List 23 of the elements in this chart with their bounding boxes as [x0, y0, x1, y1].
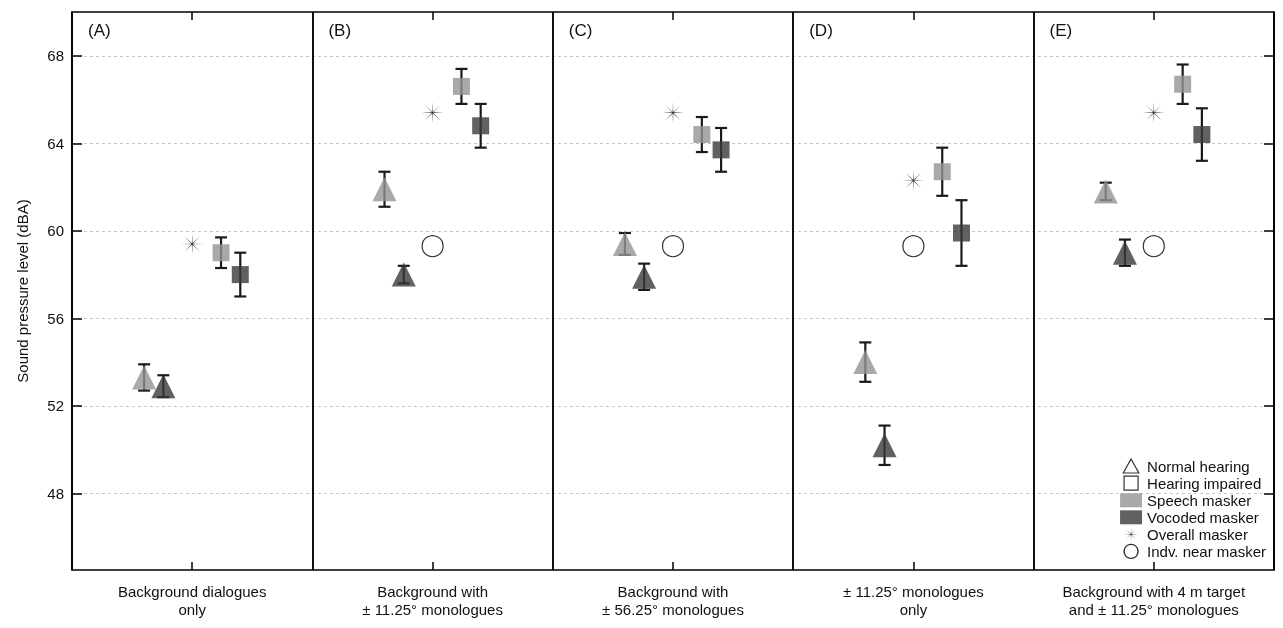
annotation: (B) — [328, 21, 352, 40]
x-tick-label: Background dialogues only — [117, 582, 267, 618]
x-tick-label: Background with ± 56.25° monologues — [602, 582, 744, 618]
annotation: (C) — [568, 21, 593, 40]
annotation: (E) — [1049, 21, 1073, 40]
y-tick-label: 60 — [47, 222, 64, 240]
legend-label: Normal hearing — [1147, 457, 1250, 475]
legend-label: Speech masker — [1147, 491, 1252, 509]
annotation: (A) — [88, 21, 111, 40]
legend-label: Indv. near masker — [1147, 542, 1267, 560]
x-tick-label: Background with 4 m target and ± 11.25° monologues — [1062, 582, 1246, 618]
y-tick-label: 48 — [47, 484, 64, 502]
x-tick-label: ± 11.25° monologues only — [843, 582, 984, 618]
y-tick-label: 52 — [47, 397, 64, 415]
y-axis-title: Sound pressure level (dBA) — [14, 199, 31, 383]
legend-label: Vocoded masker — [1147, 508, 1259, 526]
legend-label: Hearing impaired — [1147, 474, 1262, 492]
y-tick-label: 64 — [47, 134, 64, 152]
x-tick-label: Background with ± 11.25° monologues — [362, 582, 503, 618]
legend-label: Overall masker — [1147, 525, 1248, 543]
y-tick-label: 68 — [47, 47, 64, 65]
annotation: (D) — [809, 21, 833, 40]
y-tick-label: 56 — [47, 309, 64, 327]
